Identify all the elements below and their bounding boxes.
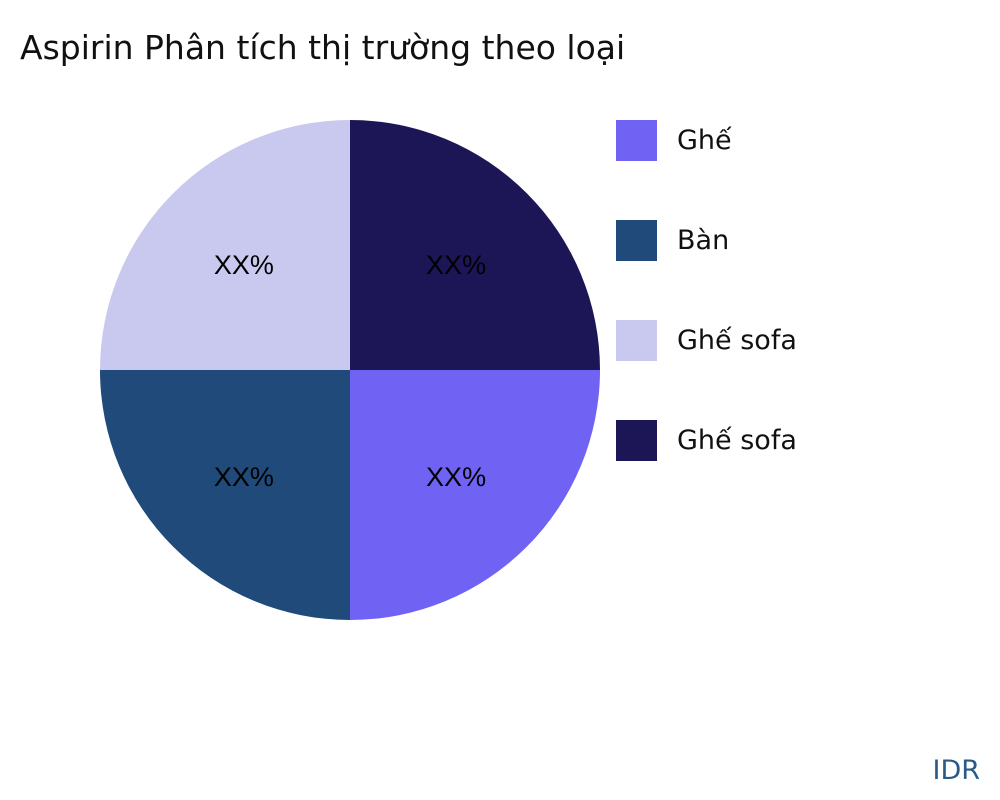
pie-slice [350,120,600,370]
legend-swatch [616,119,657,161]
pie-slice [100,370,350,620]
legend-swatch [616,319,657,361]
legend-label: Bàn [677,224,730,256]
slice-data-label: XX% [214,462,274,492]
legend: Ghế Bàn Ghế sofa Ghế sofa [616,119,797,520]
legend-label: Ghế sofa [677,424,797,456]
legend-label: Ghế [677,124,732,156]
legend-item: Ghế sofa [616,319,797,361]
pie-slice [350,370,600,620]
legend-item: Ghế [616,119,797,161]
pie-slice [100,120,350,370]
slice-data-label: XX% [214,250,274,280]
source-label: IDR [932,755,980,786]
slice-data-label: XX% [426,462,486,492]
legend-item: Ghế sofa [616,419,797,461]
chart-title: Aspirin Phân tích thị trường theo loại [20,28,626,67]
legend-swatch [616,219,657,261]
legend-swatch [616,419,657,461]
slice-data-label: XX% [426,250,486,280]
legend-label: Ghế sofa [677,324,797,356]
legend-item: Bàn [616,219,797,261]
